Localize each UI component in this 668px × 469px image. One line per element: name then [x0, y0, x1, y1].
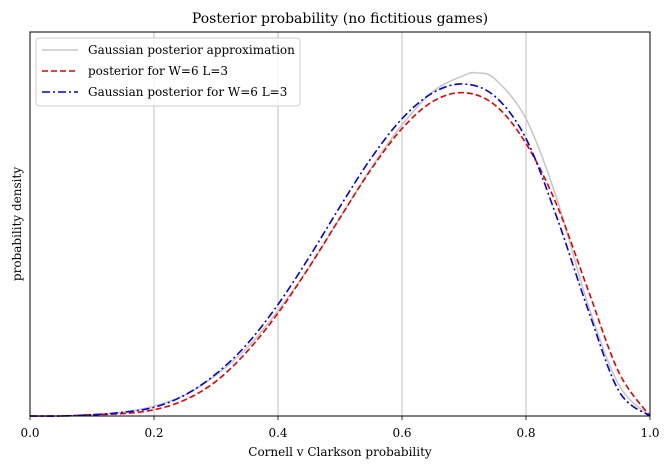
series-line-0	[29, 71, 651, 417]
x-tick-label: 0.4	[268, 426, 287, 440]
series-line-1	[29, 91, 651, 417]
x-tick-label: 0.0	[20, 426, 39, 440]
legend: Gaussian posterior approximation posterio…	[35, 37, 301, 107]
chart-title: Posterior probability (no fictitious gam…	[192, 11, 488, 27]
x-axis-label: Cornell v Clarkson probability	[248, 445, 432, 459]
x-axis-ticks: 0.0 0.2 0.4 0.6 0.8 1.0	[20, 416, 660, 440]
legend-label-0: Gaussian posterior approximation	[88, 43, 295, 57]
x-tick-label: 0.2	[144, 426, 163, 440]
x-tick-label: 1.0	[640, 426, 659, 440]
x-tick-label: 0.8	[516, 426, 535, 440]
legend-box	[35, 37, 301, 107]
plot-frame	[29, 31, 651, 417]
legend-label-1: posterior for W=6 L=3	[88, 64, 228, 78]
legend-label-2: Gaussian posterior for W=6 L=3	[88, 85, 287, 99]
series-line-2	[29, 83, 651, 417]
series-layer	[29, 71, 651, 417]
y-axis-label: probability density	[10, 167, 24, 281]
x-tick-label: 0.6	[392, 426, 411, 440]
